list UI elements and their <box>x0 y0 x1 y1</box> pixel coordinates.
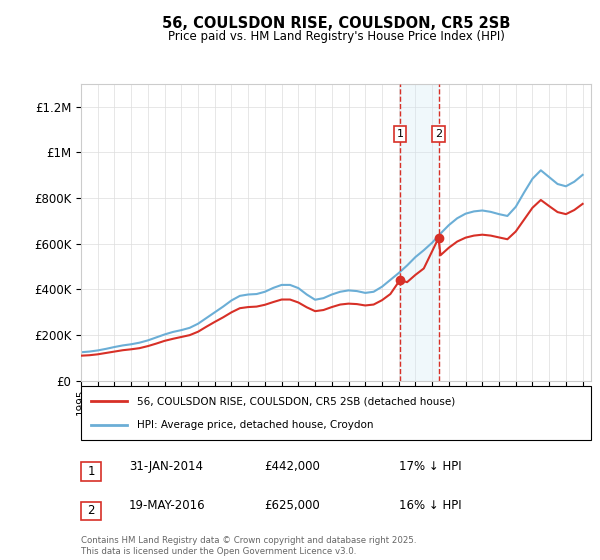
Text: £442,000: £442,000 <box>264 460 320 473</box>
Text: 16% ↓ HPI: 16% ↓ HPI <box>399 499 461 512</box>
FancyBboxPatch shape <box>81 502 101 520</box>
Text: 17% ↓ HPI: 17% ↓ HPI <box>399 460 461 473</box>
Text: 19-MAY-2016: 19-MAY-2016 <box>129 499 206 512</box>
Text: Price paid vs. HM Land Registry's House Price Index (HPI): Price paid vs. HM Land Registry's House … <box>167 30 505 43</box>
Text: 56, COULSDON RISE, COULSDON, CR5 2SB (detached house): 56, COULSDON RISE, COULSDON, CR5 2SB (de… <box>137 396 455 407</box>
FancyBboxPatch shape <box>81 463 101 480</box>
Text: 2: 2 <box>435 129 442 139</box>
Text: 1: 1 <box>88 465 95 478</box>
Text: 56, COULSDON RISE, COULSDON, CR5 2SB: 56, COULSDON RISE, COULSDON, CR5 2SB <box>162 16 510 31</box>
Text: Contains HM Land Registry data © Crown copyright and database right 2025.
This d: Contains HM Land Registry data © Crown c… <box>81 536 416 556</box>
Text: £625,000: £625,000 <box>264 499 320 512</box>
Text: HPI: Average price, detached house, Croydon: HPI: Average price, detached house, Croy… <box>137 419 374 430</box>
Text: 31-JAN-2014: 31-JAN-2014 <box>129 460 203 473</box>
Text: 2: 2 <box>88 504 95 517</box>
Text: 1: 1 <box>397 129 404 139</box>
Bar <box>400 84 439 381</box>
FancyBboxPatch shape <box>81 386 591 440</box>
